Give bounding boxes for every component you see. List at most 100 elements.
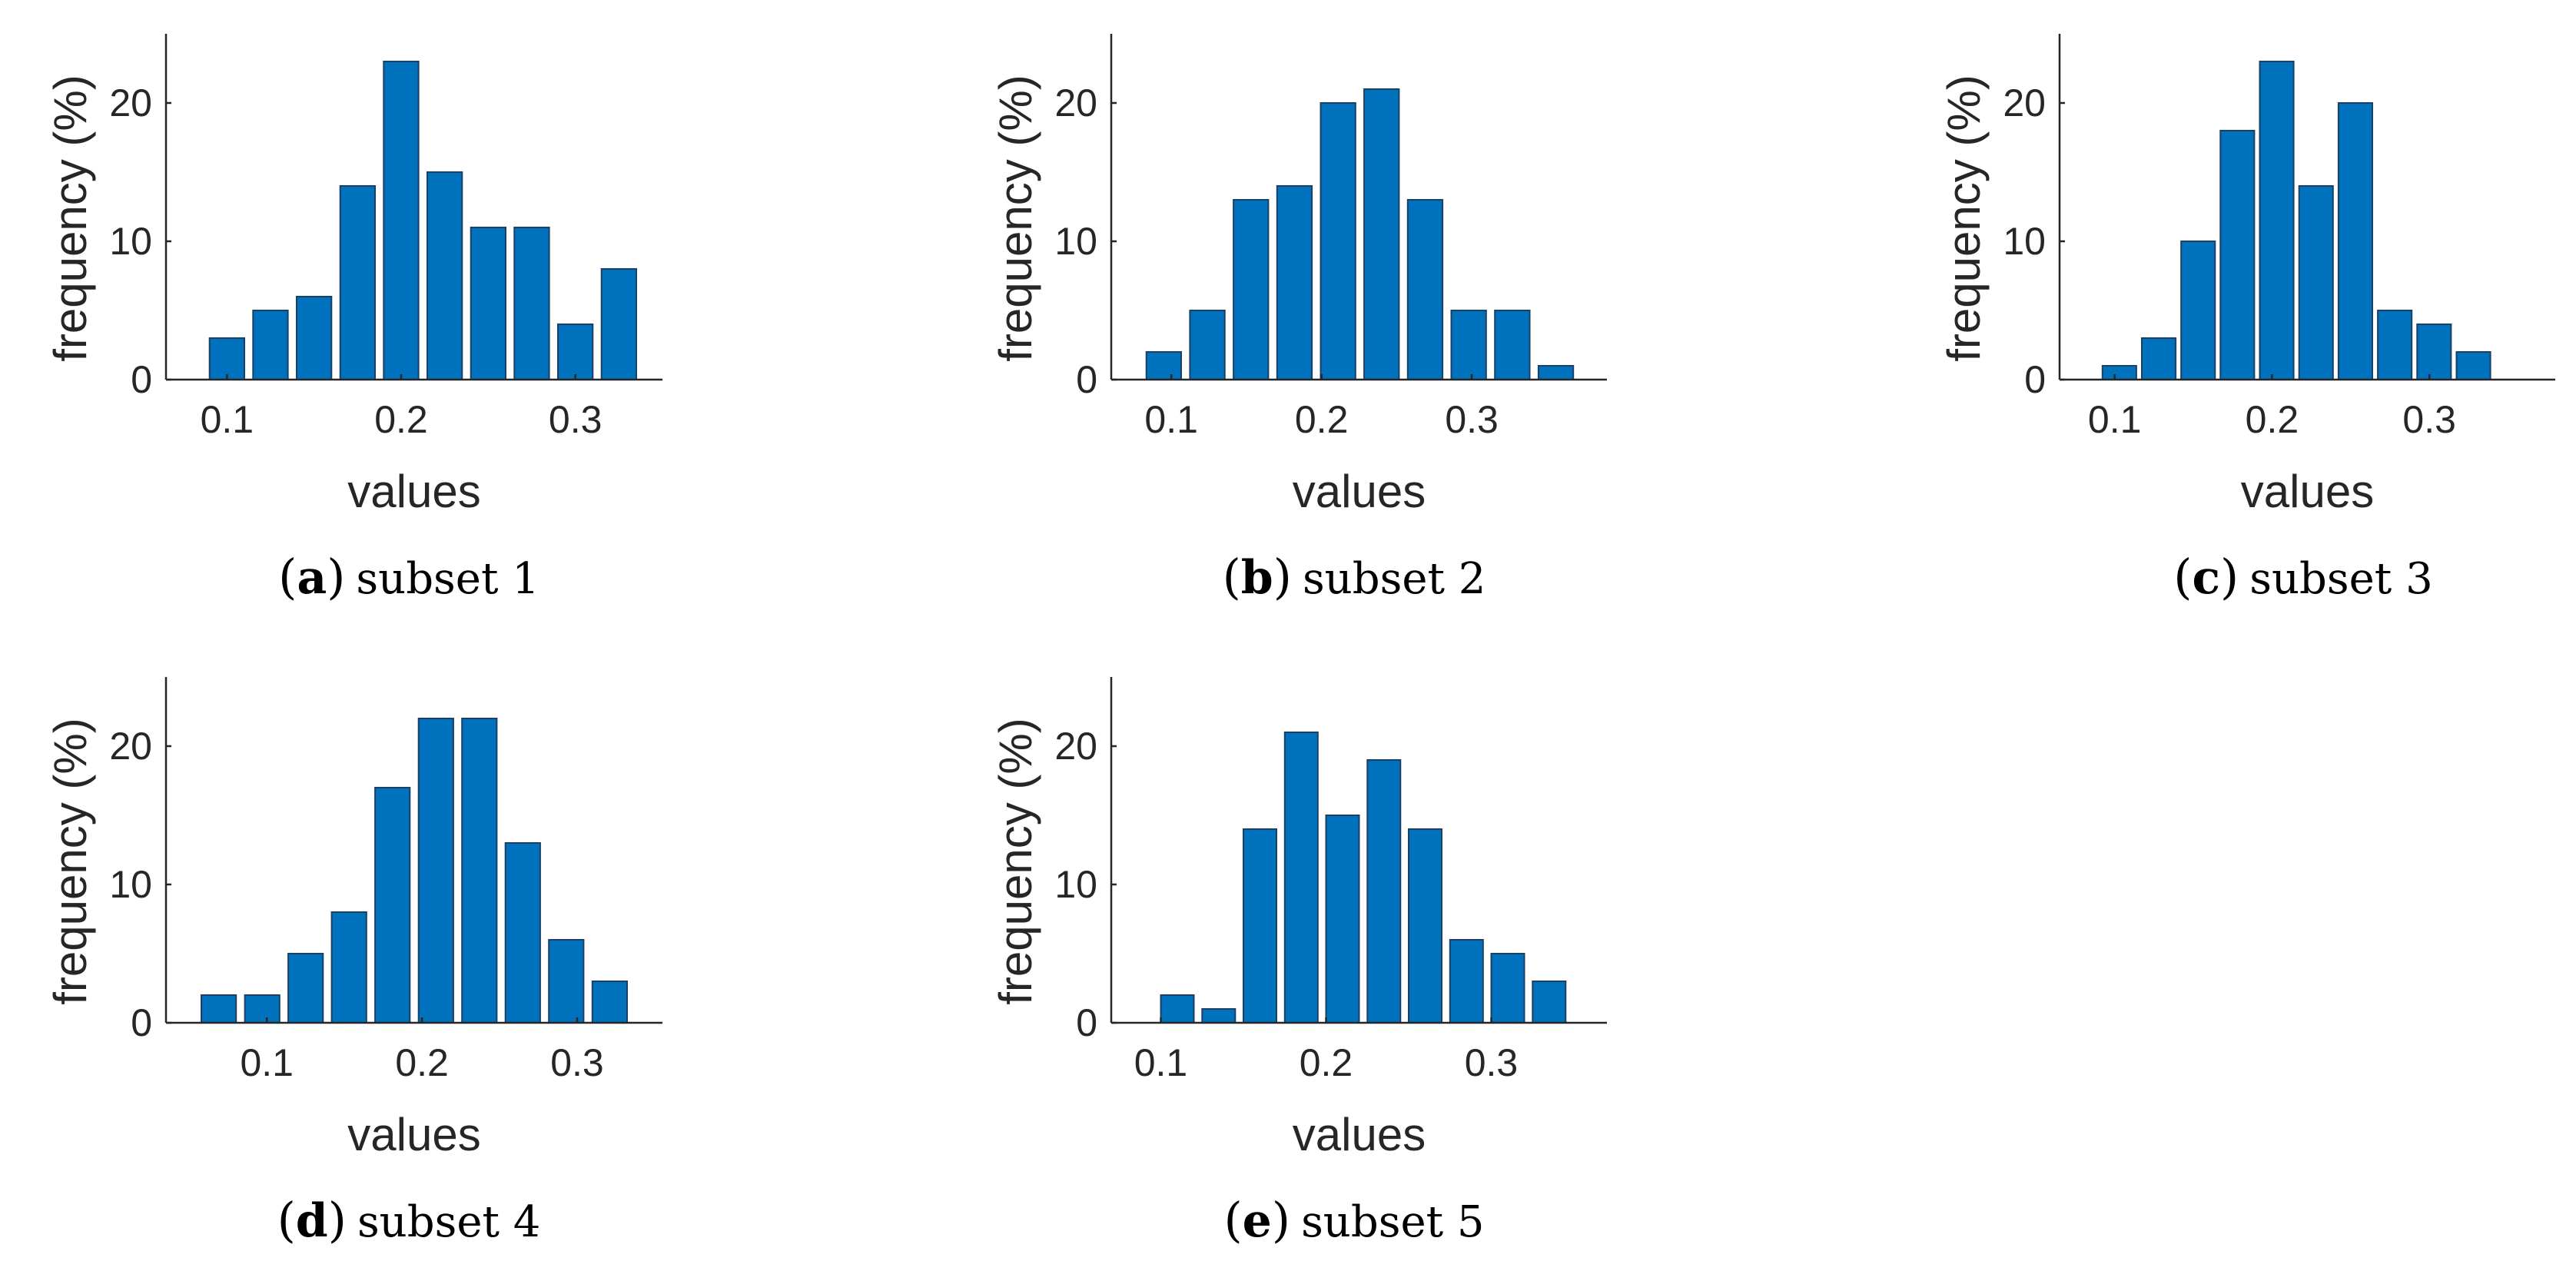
bar: [2455, 351, 2491, 380]
bar: [374, 787, 411, 1024]
caption-text: subset 4: [357, 1197, 540, 1247]
caption-text: subset 1: [356, 554, 539, 604]
caption-open-paren: (: [2173, 549, 2192, 605]
bar: [470, 227, 507, 380]
x-tick-label: 0.2: [2246, 398, 2299, 441]
caption-text: subset 3: [2249, 554, 2432, 604]
y-tick-label: 20: [109, 81, 152, 124]
bar: [427, 171, 463, 380]
x-tick-label: 0.1: [1134, 1041, 1188, 1084]
y-tick-label: 0: [2024, 358, 2046, 401]
bar: [244, 994, 281, 1024]
y-tick-label: 10: [2003, 220, 2046, 263]
caption-open-paren: (: [1223, 1192, 1242, 1248]
y-axis-label: frequency (%): [990, 718, 1041, 1004]
caption-letter: b: [1241, 551, 1273, 605]
bar: [296, 296, 333, 380]
bar: [2416, 324, 2452, 380]
bar: [2219, 130, 2256, 380]
x-tick-label: 0.3: [550, 1041, 604, 1084]
x-tick-label: 0.1: [1144, 398, 1198, 441]
bar: [2259, 61, 2295, 380]
bar: [1532, 981, 1567, 1024]
y-tick-label: 20: [1054, 81, 1097, 124]
bar: [1233, 199, 1270, 380]
bar: [330, 911, 367, 1024]
bar: [252, 310, 289, 380]
x-axis-label: values: [347, 1109, 480, 1160]
bar: [1450, 310, 1487, 380]
caption-close-paren: ): [1273, 549, 1292, 605]
caption-letter: e: [1243, 1194, 1272, 1248]
bar: [2298, 185, 2334, 380]
bar: [1408, 828, 1442, 1024]
bar: [201, 994, 237, 1024]
y-axis-label: frequency (%): [1938, 75, 1990, 361]
caption-letter: d: [296, 1194, 328, 1248]
bar: [1366, 759, 1402, 1024]
bar: [287, 953, 324, 1024]
bar: [600, 268, 638, 380]
x-tick-label: 0.1: [240, 1041, 294, 1084]
bar: [548, 939, 585, 1024]
bar: [1201, 1008, 1237, 1024]
bar: [208, 337, 246, 380]
x-tick-label: 0.2: [395, 1041, 449, 1084]
caption-open-paren: (: [1223, 549, 1241, 605]
x-tick-label: 0.3: [1465, 1041, 1519, 1084]
bar: [513, 227, 550, 380]
x-axis-label: values: [347, 466, 480, 517]
y-tick-label: 0: [1076, 358, 1097, 401]
y-tick-label: 20: [1054, 725, 1097, 768]
y-tick-label: 20: [2003, 81, 2046, 124]
y-tick-label: 0: [1076, 1001, 1097, 1044]
bar: [461, 718, 498, 1024]
histogram-panel-c: 0 10 20 0.1 0.2 0.3 values frequency (%) (c) subs…: [1938, 34, 2555, 605]
bar: [2377, 310, 2413, 380]
panel-caption: (a) subset 1: [278, 549, 539, 605]
bar: [1320, 102, 1356, 380]
histogram-panel-b: 0 10 20 0.1 0.2 0.3 values frequency (%) (b) subs…: [990, 34, 1607, 605]
y-tick-label: 10: [1054, 863, 1097, 906]
x-axis-label: values: [1293, 466, 1426, 517]
panel-caption: (c) subset 3: [2173, 549, 2432, 605]
bar: [1325, 815, 1360, 1024]
caption-letter: c: [2192, 551, 2220, 605]
caption-open-paren: (: [277, 1192, 296, 1248]
y-tick-label: 20: [109, 725, 152, 768]
bar: [1160, 994, 1195, 1024]
x-tick-label: 0.3: [1445, 398, 1499, 441]
x-tick-label: 0.1: [2088, 398, 2142, 441]
histogram-panel-d: 0 10 20 0.1 0.2 0.3 values frequency (%) (d) subs…: [45, 677, 662, 1248]
bar: [2337, 102, 2373, 380]
caption-text: subset 5: [1301, 1197, 1484, 1247]
bar: [1283, 732, 1319, 1024]
x-tick-label: 0.1: [201, 398, 254, 441]
bar: [2101, 365, 2137, 380]
bar: [1276, 185, 1313, 380]
y-tick-label: 0: [131, 1001, 152, 1044]
x-axis-label: values: [2241, 466, 2374, 517]
x-tick-label: 0.2: [1295, 398, 1349, 441]
y-axis-label: frequency (%): [990, 75, 1041, 361]
caption-close-paren: ): [327, 549, 345, 605]
x-tick-label: 0.2: [374, 398, 428, 441]
bar: [1494, 310, 1531, 380]
bar: [417, 718, 454, 1024]
bar: [591, 981, 628, 1024]
caption-open-paren: (: [278, 549, 297, 605]
y-tick-label: 10: [109, 863, 152, 906]
histogram-panel-a: 0 10 20 0.1 0.2 0.3 values frequency (%) (a) subs…: [45, 34, 662, 605]
panel-caption: (d) subset 4: [277, 1192, 541, 1248]
x-tick-label: 0.3: [549, 398, 603, 441]
bar: [1363, 88, 1400, 380]
bar: [1449, 939, 1484, 1024]
bar: [1490, 953, 1525, 1024]
bar: [1145, 351, 1182, 380]
bar: [1189, 310, 1226, 380]
x-tick-label: 0.2: [1300, 1041, 1353, 1084]
histogram-panel-e: 0 10 20 0.1 0.2 0.3 values frequency (%) (e) subs…: [990, 677, 1607, 1248]
caption-close-paren: ): [2220, 549, 2239, 605]
bar: [339, 185, 377, 380]
